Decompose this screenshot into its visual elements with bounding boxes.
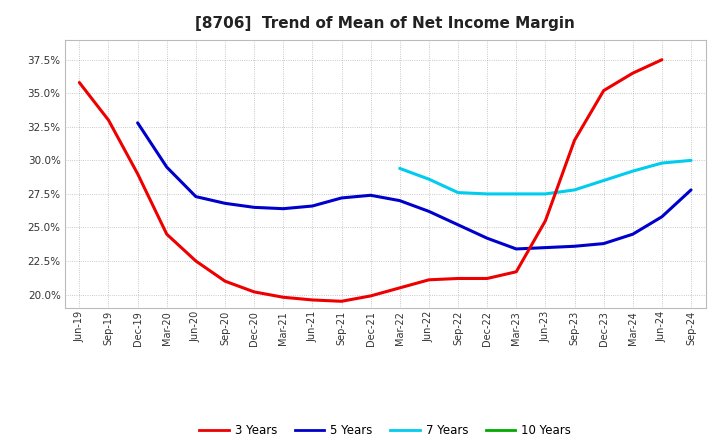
- Legend: 3 Years, 5 Years, 7 Years, 10 Years: 3 Years, 5 Years, 7 Years, 10 Years: [194, 419, 576, 440]
- Title: [8706]  Trend of Mean of Net Income Margin: [8706] Trend of Mean of Net Income Margi…: [195, 16, 575, 32]
